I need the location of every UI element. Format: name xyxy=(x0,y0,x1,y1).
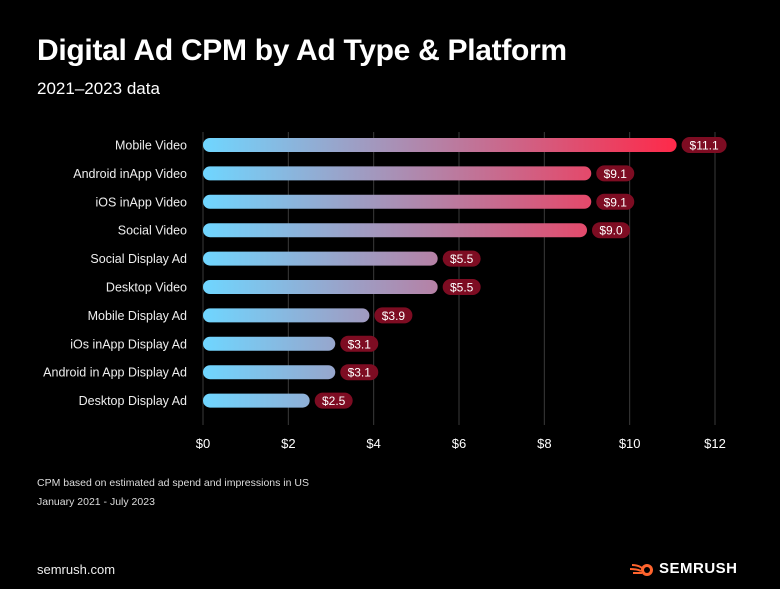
data-label-pill xyxy=(592,222,630,239)
x-tick-label: $0 xyxy=(196,436,210,451)
bar xyxy=(203,194,592,209)
footnote-method: CPM based on estimated ad spend and impr… xyxy=(37,477,309,489)
data-label: $9.0 xyxy=(599,224,623,238)
x-tick-label: $10 xyxy=(619,436,641,451)
category-label: Desktop Video xyxy=(106,281,187,295)
category-label: Android in App Display Ad xyxy=(43,366,187,380)
bar xyxy=(203,166,592,181)
data-label-pill xyxy=(442,279,481,295)
category-label: Social Video xyxy=(118,224,187,238)
category-label: iOs inApp Display Ad xyxy=(70,337,187,351)
category-label: Android inApp Video xyxy=(73,167,187,181)
category-label: iOS inApp Video xyxy=(96,195,188,209)
data-label: $3.9 xyxy=(382,309,406,323)
bar xyxy=(203,138,677,152)
category-label: Desktop Display Ad xyxy=(79,394,187,408)
data-label: $9.1 xyxy=(604,195,628,209)
x-tick-label: $6 xyxy=(452,436,466,451)
data-label-pill xyxy=(442,250,481,267)
chart-title: Digital Ad CPM by Ad Type & Platform xyxy=(37,34,567,67)
semrush-logo: SEMRUSH xyxy=(630,560,738,577)
data-label: $3.1 xyxy=(348,366,372,380)
bar xyxy=(203,365,336,380)
data-label-pill xyxy=(314,392,353,409)
data-label: $5.5 xyxy=(450,252,474,266)
data-label-pill xyxy=(340,335,379,352)
data-label-pill xyxy=(340,364,379,381)
bar xyxy=(203,393,310,408)
semrush-fireball-icon xyxy=(630,563,653,576)
brand-name: SEMRUSH xyxy=(659,560,738,577)
data-label-pill xyxy=(681,137,727,153)
x-tick-label: $2 xyxy=(281,436,295,451)
chart-subtitle: 2021–2023 data xyxy=(37,79,160,98)
bar xyxy=(203,336,336,351)
data-label: $5.5 xyxy=(450,281,474,295)
data-label-pill xyxy=(596,165,635,182)
category-label: Mobile Video xyxy=(115,139,187,153)
x-tick-label: $8 xyxy=(537,436,551,451)
x-tick-label: $12 xyxy=(704,436,726,451)
category-label: Social Display Ad xyxy=(90,252,187,266)
data-label-pill xyxy=(596,193,635,210)
bar xyxy=(203,223,587,238)
bar xyxy=(203,251,438,266)
data-label-pill xyxy=(374,307,413,324)
bar xyxy=(203,280,438,294)
source-site: semrush.com xyxy=(37,562,116,577)
category-label: Mobile Display Ad xyxy=(88,309,187,323)
x-tick-label: $4 xyxy=(366,436,380,451)
bar xyxy=(203,308,370,323)
data-label: $9.1 xyxy=(604,167,628,181)
data-label: $3.1 xyxy=(348,337,372,351)
data-label: $11.1 xyxy=(690,139,719,153)
data-label: $2.5 xyxy=(322,394,346,408)
footnote-period: January 2021 - July 2023 xyxy=(37,496,155,508)
